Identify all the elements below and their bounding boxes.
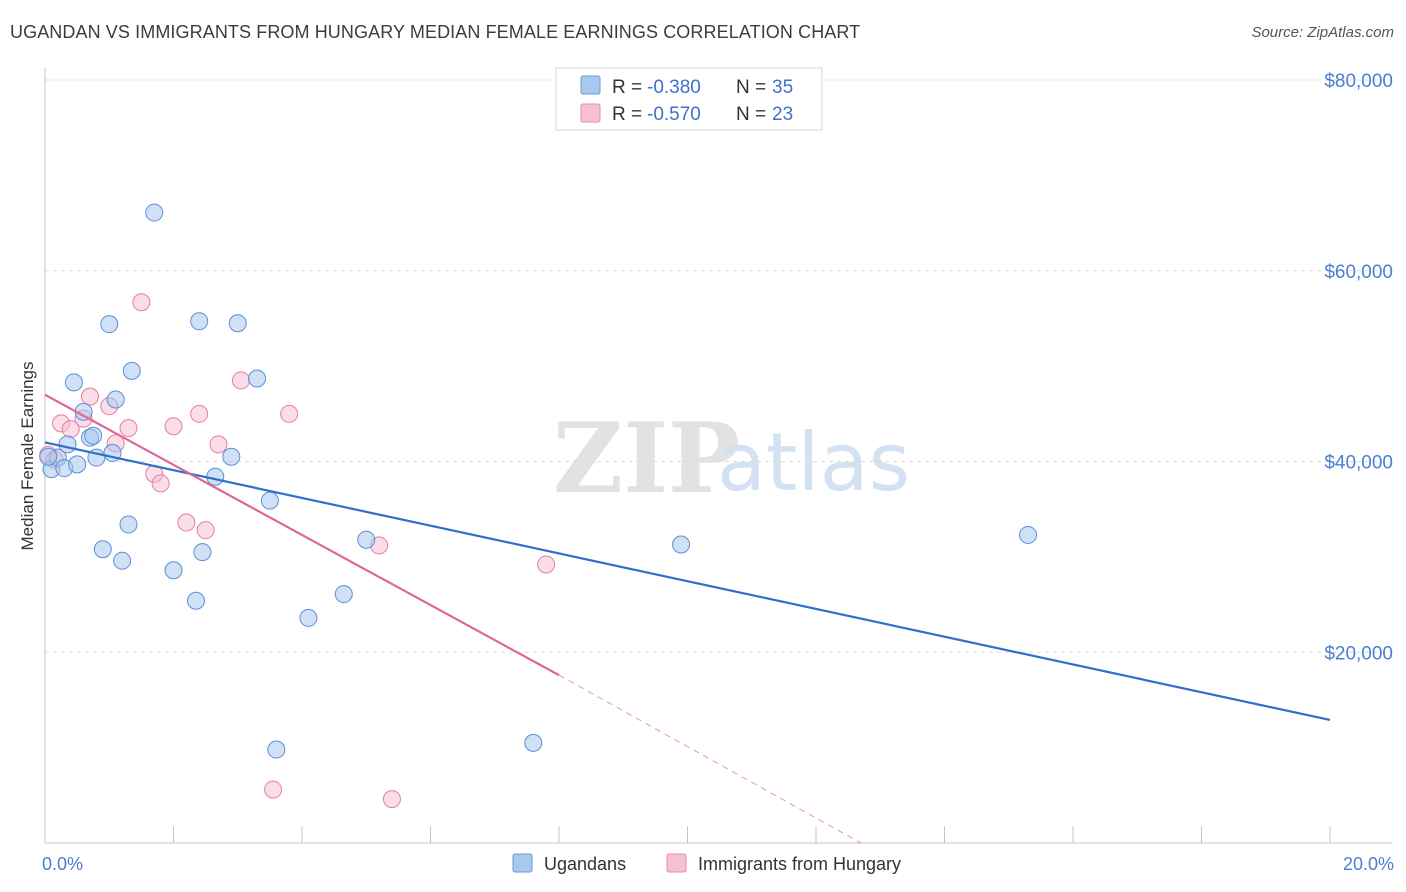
data-point xyxy=(334,585,353,604)
trend-line-hungary xyxy=(44,393,560,677)
data-point xyxy=(357,530,376,549)
data-point xyxy=(177,513,196,532)
data-point xyxy=(537,555,556,574)
data-point xyxy=(206,467,225,486)
y-tick-label: $60,000 xyxy=(1324,262,1393,283)
data-point xyxy=(382,790,401,809)
data-point xyxy=(119,419,138,438)
data-point xyxy=(186,591,205,610)
data-point xyxy=(39,447,58,466)
data-point xyxy=(122,361,141,380)
data-point xyxy=(672,535,691,554)
y-tick-label: $40,000 xyxy=(1324,453,1393,474)
y-tick-label: $20,000 xyxy=(1324,643,1393,664)
grid-lines xyxy=(45,79,1392,653)
data-point xyxy=(145,203,164,222)
x-tick-label-min: 0.0% xyxy=(42,854,83,874)
trend-lines xyxy=(44,393,1331,844)
bottom-legend-swatch-hungary xyxy=(666,853,687,873)
data-point xyxy=(164,561,183,580)
bottom-legend-label-hungary: Immigrants from Hungary xyxy=(698,854,901,874)
data-point xyxy=(84,426,103,445)
trend-line-ugandans xyxy=(44,441,1331,722)
data-point xyxy=(524,733,543,752)
watermark-zip: ZIP xyxy=(553,402,740,515)
data-point xyxy=(68,455,87,474)
data-point xyxy=(151,474,170,493)
data-point xyxy=(106,390,125,409)
legend-swatch-ugandans xyxy=(580,75,601,95)
data-point xyxy=(164,417,183,436)
y-tick-label: $80,000 xyxy=(1324,71,1393,92)
legend-n-label-hungary: N = xyxy=(736,104,766,125)
legend-n-label-ugandans: N = xyxy=(736,77,766,98)
data-point xyxy=(193,543,212,562)
legend-r-value-ugandans: -0.380 xyxy=(647,77,701,98)
data-point xyxy=(119,515,138,534)
legend-r-label-ugandans: R = xyxy=(612,77,642,98)
bottom-legend-label-ugandans: Ugandans xyxy=(544,854,626,874)
x-ticks xyxy=(173,826,1331,843)
data-point xyxy=(222,447,241,466)
data-point xyxy=(1019,525,1038,544)
data-point xyxy=(264,780,283,799)
data-point xyxy=(64,373,83,392)
data-point xyxy=(209,435,228,454)
legend-r-label-hungary: R = xyxy=(612,104,642,125)
legend-box: R = -0.380 N = 35 R = -0.570 N = 23 xyxy=(555,67,823,131)
watermark: ZIP atlas xyxy=(553,402,910,515)
data-point xyxy=(231,371,250,390)
y-axis-label: Median Female Earnings xyxy=(18,362,37,551)
data-point xyxy=(228,314,247,333)
data-point xyxy=(80,387,99,406)
legend-n-value-ugandans: 35 xyxy=(772,77,793,98)
chart-title: UGANDAN VS IMMIGRANTS FROM HUNGARY MEDIA… xyxy=(10,22,861,42)
data-point xyxy=(260,491,279,510)
data-point xyxy=(190,312,209,331)
data-point xyxy=(113,551,132,570)
data-point xyxy=(248,369,267,388)
data-point xyxy=(299,608,318,627)
source-label: Source: ZipAtlas.com xyxy=(1251,24,1394,41)
y-tick-labels: $20,000 $40,000 $60,000 $80,000 xyxy=(1324,71,1393,664)
data-point xyxy=(132,293,151,312)
data-point xyxy=(267,740,286,759)
data-point xyxy=(93,540,112,559)
data-point xyxy=(58,435,77,454)
bottom-legend-swatch-ugandans xyxy=(512,853,533,873)
trend-line-hungary-extension xyxy=(558,674,862,844)
legend-n-value-hungary: 23 xyxy=(772,104,793,125)
legend-r-value-hungary: -0.570 xyxy=(647,104,701,125)
x-tick-label-max: 20.0% xyxy=(1343,854,1394,874)
data-point xyxy=(100,315,119,334)
watermark-atlas: atlas xyxy=(717,416,910,509)
series-hungary-points xyxy=(39,293,556,809)
data-point xyxy=(190,404,209,423)
legend-swatch-hungary xyxy=(580,103,601,123)
data-point xyxy=(196,521,215,540)
bottom-legend: Ugandans Immigrants from Hungary xyxy=(512,853,901,874)
data-point xyxy=(280,404,299,423)
